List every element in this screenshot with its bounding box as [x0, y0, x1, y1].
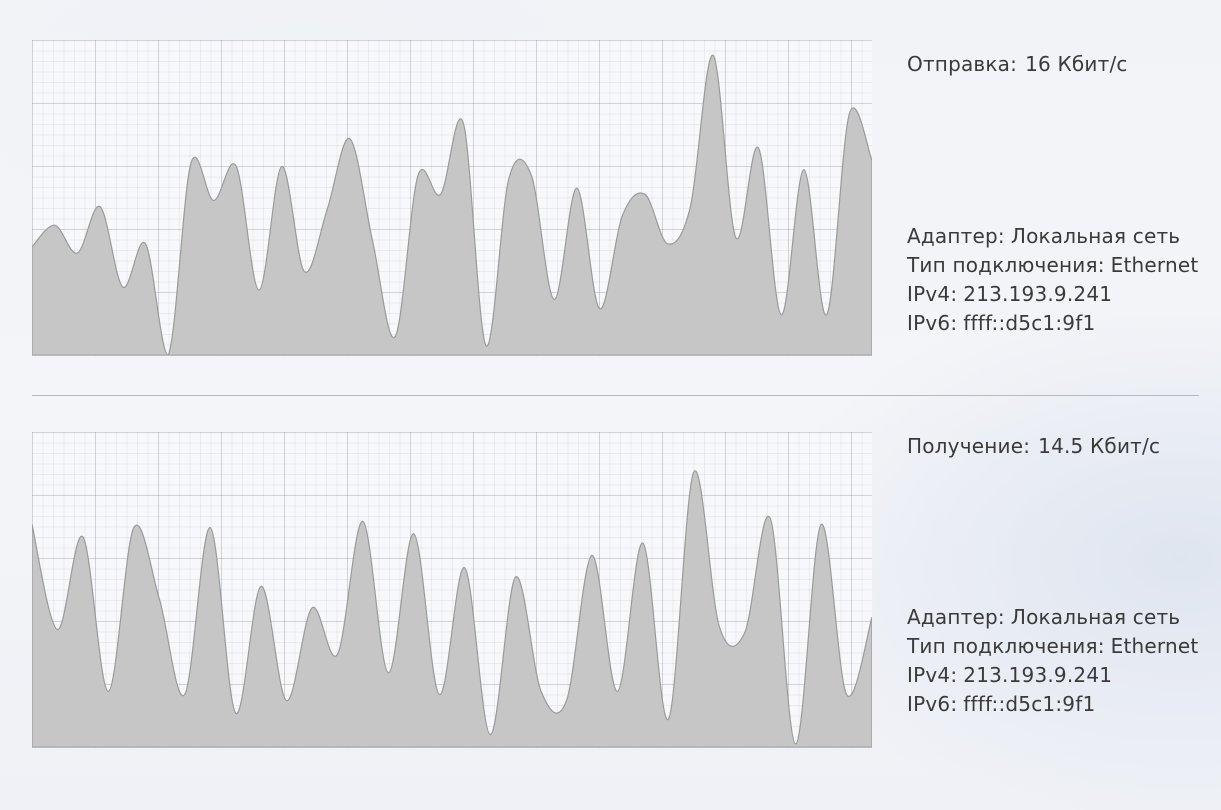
receive-rate: Получение: 14.5 Кбит/с	[907, 434, 1160, 458]
send-adapter-label: Адаптер:	[907, 224, 1005, 248]
receive-panel: Получение: 14.5 Кбит/с Адаптер: Локальная …	[0, 390, 1221, 770]
send-ipv4-label: IPv4:	[907, 282, 958, 306]
receive-conn-type-label: Тип подключения:	[907, 634, 1105, 658]
receive-rate-value: 14.5 Кбит/с	[1038, 434, 1161, 458]
send-panel: Отправка: 16 Кбит/с Адаптер: Локальная сет…	[0, 0, 1221, 380]
receive-ipv4-value: 213.193.9.241	[963, 663, 1113, 687]
receive-adapter-info: Адаптер: Локальная сеть Тип подключения: E…	[907, 603, 1198, 719]
receive-conn-type-value: Ethernet	[1110, 634, 1199, 658]
receive-ipv4-label: IPv4:	[907, 663, 958, 687]
receive-ipv6-value: ffff::d5c1:9f1	[963, 692, 1096, 716]
receive-ipv4-row: IPv4: 213.193.9.241	[907, 661, 1198, 690]
receive-rate-label: Получение:	[907, 434, 1031, 458]
receive-conn-type-row: Тип подключения: Ethernet	[907, 632, 1198, 661]
receive-graph-svg	[32, 470, 872, 748]
send-conn-type-label: Тип подключения:	[907, 253, 1105, 277]
receive-adapter-value: Локальная сеть	[1010, 605, 1181, 629]
receive-graph-area	[32, 470, 872, 748]
receive-ipv6-label: IPv6:	[907, 692, 958, 716]
send-graph-area	[32, 54, 872, 356]
send-traffic-graph	[32, 40, 872, 356]
send-ipv6-label: IPv6:	[907, 311, 958, 335]
send-adapter-value: Локальная сеть	[1010, 224, 1181, 248]
send-ipv6-row: IPv6: ffff::d5c1:9f1	[907, 309, 1198, 338]
send-ipv6-value: ffff::d5c1:9f1	[963, 311, 1096, 335]
panel-divider	[32, 395, 1199, 396]
send-conn-type-row: Тип подключения: Ethernet	[907, 251, 1198, 280]
receive-adapter-label: Адаптер:	[907, 605, 1005, 629]
receive-ipv6-row: IPv6: ffff::d5c1:9f1	[907, 690, 1198, 719]
send-ipv4-value: 213.193.9.241	[963, 282, 1113, 306]
send-conn-type-value: Ethernet	[1110, 253, 1199, 277]
send-adapter-row: Адаптер: Локальная сеть	[907, 222, 1198, 251]
send-ipv4-row: IPv4: 213.193.9.241	[907, 280, 1198, 309]
receive-adapter-row: Адаптер: Локальная сеть	[907, 603, 1198, 632]
send-rate-label: Отправка:	[907, 52, 1018, 76]
send-graph-svg	[32, 54, 872, 356]
send-rate-value: 16 Кбит/с	[1025, 52, 1128, 76]
send-adapter-info: Адаптер: Локальная сеть Тип подключения: E…	[907, 222, 1198, 338]
receive-traffic-graph	[32, 432, 872, 748]
send-rate: Отправка: 16 Кбит/с	[907, 52, 1128, 76]
